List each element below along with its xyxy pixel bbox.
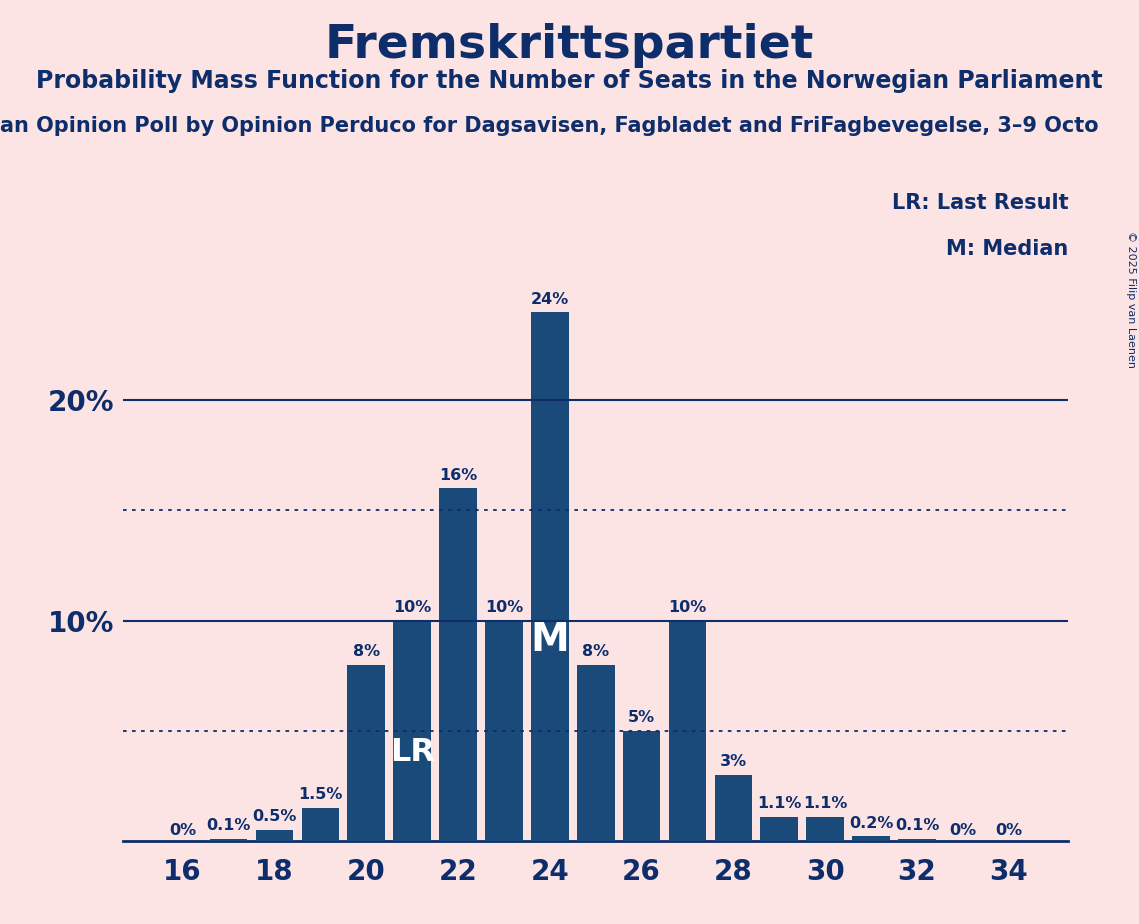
Text: 1.1%: 1.1% xyxy=(803,796,847,811)
Text: 0%: 0% xyxy=(949,822,976,837)
Bar xyxy=(255,830,293,841)
Bar xyxy=(669,621,706,841)
Bar xyxy=(623,731,661,841)
Text: M: Median: M: Median xyxy=(947,239,1068,260)
Bar xyxy=(531,312,568,841)
Text: 0.1%: 0.1% xyxy=(206,818,251,833)
Text: 0.2%: 0.2% xyxy=(849,816,893,831)
Text: 0.1%: 0.1% xyxy=(895,818,940,833)
Bar xyxy=(210,839,247,841)
Text: LR: Last Result: LR: Last Result xyxy=(892,193,1068,213)
Text: 10%: 10% xyxy=(669,600,706,615)
Bar xyxy=(302,808,339,841)
Text: 10%: 10% xyxy=(485,600,523,615)
Text: 10%: 10% xyxy=(393,600,432,615)
Text: 0%: 0% xyxy=(995,822,1023,837)
Text: 24%: 24% xyxy=(531,291,568,307)
Bar xyxy=(852,836,890,841)
Bar xyxy=(761,817,798,841)
Text: Fremskrittspartiet: Fremskrittspartiet xyxy=(325,23,814,68)
Text: M: M xyxy=(531,621,570,659)
Text: © 2025 Filip van Laenen: © 2025 Filip van Laenen xyxy=(1126,231,1136,368)
Text: 0.5%: 0.5% xyxy=(252,809,296,824)
Bar xyxy=(576,664,615,841)
Bar xyxy=(806,817,844,841)
Text: 16%: 16% xyxy=(439,468,477,482)
Text: LR: LR xyxy=(390,737,435,768)
Bar xyxy=(393,621,431,841)
Text: an Opinion Poll by Opinion Perduco for Dagsavisen, Fagbladet and FriFagbevegelse: an Opinion Poll by Opinion Perduco for D… xyxy=(0,116,1099,136)
Text: 0%: 0% xyxy=(169,822,196,837)
Bar xyxy=(714,774,752,841)
Text: 1.1%: 1.1% xyxy=(757,796,802,811)
Text: 8%: 8% xyxy=(582,644,609,659)
Text: 8%: 8% xyxy=(353,644,379,659)
Bar xyxy=(347,664,385,841)
Text: 1.5%: 1.5% xyxy=(298,787,343,802)
Text: 3%: 3% xyxy=(720,754,747,769)
Bar xyxy=(899,839,936,841)
Text: 5%: 5% xyxy=(628,711,655,725)
Bar xyxy=(440,488,477,841)
Bar xyxy=(485,621,523,841)
Text: Probability Mass Function for the Number of Seats in the Norwegian Parliament: Probability Mass Function for the Number… xyxy=(36,69,1103,93)
